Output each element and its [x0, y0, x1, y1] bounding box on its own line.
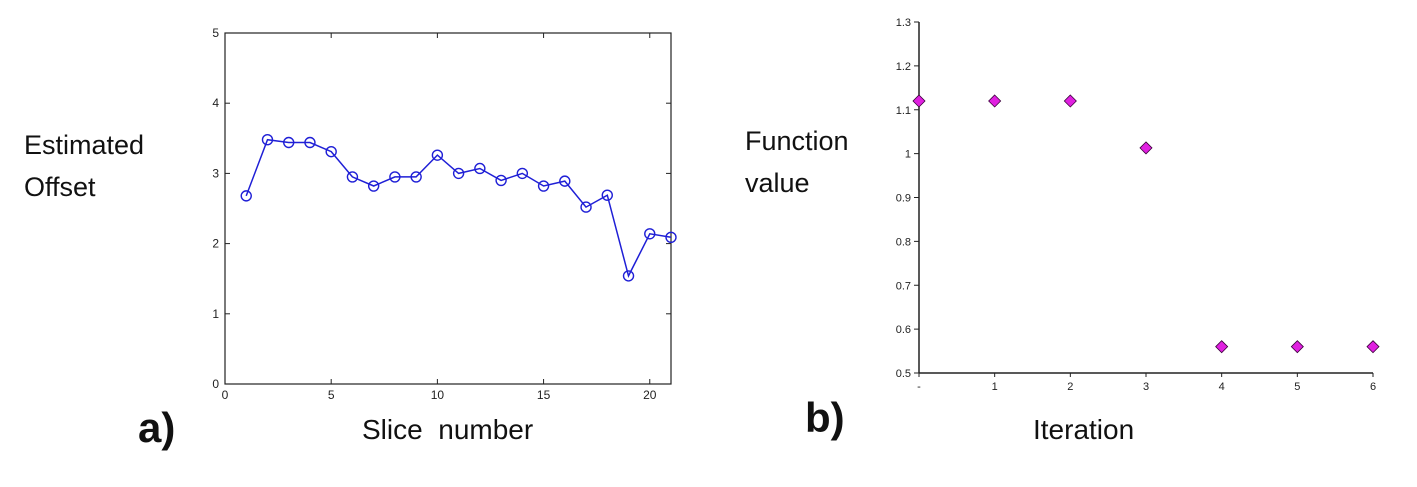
- data-point-a-11: [474, 162, 486, 175]
- data-point-a-19: [644, 228, 656, 240]
- x-axis-label-a: Slice number: [362, 414, 534, 445]
- y-tick-label-a-4: 4: [212, 96, 219, 110]
- data-point-b-5: [1290, 340, 1304, 354]
- data-point-a-2: [283, 136, 295, 149]
- x-tick-label-b-6: 6: [1370, 381, 1376, 393]
- y-axis-label-b-line-2: value: [745, 168, 810, 198]
- data-point-a-12: [495, 174, 507, 187]
- y-tick-label-a-2: 2: [212, 237, 219, 251]
- y-tick-label-b-7: 1.2: [896, 61, 911, 73]
- data-point-b-6: [1366, 340, 1380, 354]
- x-tick-label-b-3: 3: [1143, 381, 1149, 393]
- data-point-a-14: [537, 180, 550, 192]
- y-tick-label-b-1: 0.6: [896, 324, 911, 336]
- y-tick-label-b-2: 0.7: [896, 280, 911, 292]
- panel-a: Estimated Offset 0 5 10 15 20 0 1 2 3 4 5 Slice nu…: [0, 0, 700, 487]
- x-tick-label-a-3: 15: [537, 388, 551, 402]
- data-point-b-3: [1139, 141, 1153, 155]
- data-point-a-15: [559, 175, 571, 187]
- panel-label-a: a): [138, 404, 176, 451]
- y-axis-label-b-line-1: Function: [745, 126, 849, 156]
- y-tick-label-b-4: 0.9: [896, 193, 911, 205]
- y-axis-label-b: Function value: [745, 120, 849, 204]
- x-tick-label-a-0: 0: [222, 388, 229, 402]
- x-tick-label-b-1: 1: [992, 381, 998, 393]
- x-axis-label-b: Iteration: [1033, 414, 1135, 445]
- plot-frame-a: [224, 32, 672, 385]
- y-tick-label-a-0: 0: [212, 377, 219, 391]
- data-point-a-3: [304, 136, 316, 149]
- data-point-a-10: [452, 167, 465, 180]
- data-point-a-20: [665, 231, 677, 243]
- y-axis-label-a: Estimated Offset: [24, 124, 144, 208]
- data-point-a-17: [601, 189, 613, 201]
- y-tick-label-b-8: 1.3: [896, 17, 911, 29]
- x-tick-label-a-4: 20: [643, 388, 657, 402]
- y-tick-label-b-6: 1.1: [896, 105, 911, 117]
- y-axis-label-a-line-2: Offset: [24, 172, 96, 202]
- y-tick-label-a-3: 3: [212, 166, 219, 180]
- y-tick-label-a-5: 5: [212, 26, 219, 40]
- x-tick-label-a-2: 10: [431, 388, 445, 402]
- data-point-a-16: [580, 201, 592, 213]
- data-point-a-13: [516, 167, 529, 180]
- data-point-b-0: [912, 94, 926, 108]
- x-tick-label-b-4: 4: [1219, 381, 1225, 393]
- x-tick-label-b-0: -: [917, 381, 921, 393]
- panel-b: Function value 0.5 0.6 0.7 0.8 0.9 1 1.1 1.2 1.3…: [700, 0, 1417, 487]
- data-point-a-8: [410, 171, 422, 183]
- y-tick-label-a-1: 1: [212, 307, 219, 321]
- data-point-a-9: [431, 149, 444, 161]
- data-point-a-7: [389, 171, 401, 183]
- y-tick-label-b-3: 0.8: [896, 236, 911, 248]
- x-tick-label-b-2: 2: [1067, 381, 1073, 393]
- y-axis-label-a-line-1: Estimated: [24, 130, 145, 160]
- data-point-a-1: [261, 134, 274, 146]
- data-point-b-2: [1063, 94, 1077, 108]
- series-line-a: [245, 138, 672, 279]
- data-point-a-18: [622, 270, 635, 282]
- y-tick-label-b-0: 0.5: [896, 368, 911, 380]
- data-point-b-4: [1215, 340, 1229, 354]
- y-tick-label-b-5: 1: [905, 149, 911, 161]
- data-point-b-1: [988, 94, 1002, 108]
- chart-b: 0.5 0.6 0.7 0.8 0.9 1 1.1 1.2 1.3 - 1 2 3 4 5 6: [896, 17, 1380, 393]
- chart-a: 0 5 10 15 20 0 1 2 3 4 5: [212, 26, 677, 402]
- data-point-a-5: [346, 171, 359, 183]
- data-point-a-4: [325, 145, 337, 158]
- data-point-a-0: [240, 190, 252, 202]
- panel-label-b: b): [805, 394, 845, 441]
- data-point-a-6: [367, 180, 380, 192]
- x-tick-label-b-5: 5: [1294, 381, 1300, 393]
- x-tick-label-a-1: 5: [328, 388, 335, 402]
